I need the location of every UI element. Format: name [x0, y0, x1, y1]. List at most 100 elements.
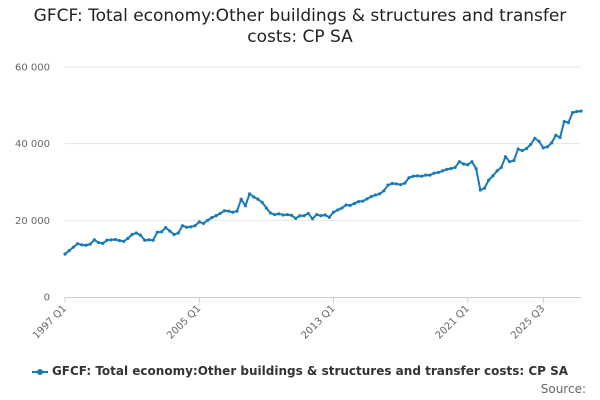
data-point[interactable]	[378, 192, 382, 196]
data-point[interactable]	[344, 203, 348, 207]
data-point[interactable]	[428, 173, 432, 177]
data-point[interactable]	[474, 166, 478, 171]
data-point[interactable]	[134, 231, 138, 235]
data-point[interactable]	[470, 160, 474, 164]
data-point[interactable]	[147, 238, 151, 242]
data-point[interactable]	[168, 229, 172, 233]
data-point[interactable]	[247, 192, 252, 196]
data-point[interactable]	[461, 162, 466, 166]
data-point[interactable]	[432, 171, 436, 175]
data-point[interactable]	[424, 173, 428, 177]
data-point[interactable]	[109, 238, 113, 242]
data-point[interactable]	[419, 174, 424, 178]
data-point[interactable]	[512, 158, 516, 163]
data-point[interactable]	[277, 212, 281, 216]
data-point[interactable]	[281, 213, 285, 217]
data-point[interactable]	[319, 214, 323, 218]
data-point[interactable]	[571, 111, 575, 115]
data-point[interactable]	[310, 217, 315, 221]
data-point[interactable]	[407, 176, 411, 180]
data-point[interactable]	[231, 210, 235, 214]
data-point[interactable]	[71, 245, 75, 249]
data-point[interactable]	[197, 220, 201, 224]
data-point[interactable]	[445, 167, 449, 171]
data-point[interactable]	[386, 183, 390, 187]
data-point[interactable]	[440, 169, 445, 173]
data-point[interactable]	[566, 120, 571, 125]
data-point[interactable]	[92, 238, 96, 242]
data-point[interactable]	[67, 249, 71, 253]
data-point[interactable]	[80, 243, 84, 247]
data-point[interactable]	[159, 230, 164, 234]
data-point[interactable]	[453, 165, 457, 170]
data-point[interactable]	[399, 183, 403, 187]
data-point[interactable]	[390, 181, 394, 186]
legend[interactable]: GFCF: Total economy:Other buildings & st…	[0, 364, 600, 378]
data-point[interactable]	[138, 233, 143, 237]
data-point[interactable]	[172, 232, 176, 237]
data-point[interactable]	[222, 209, 227, 213]
data-point[interactable]	[185, 225, 189, 229]
data-point[interactable]	[411, 174, 415, 178]
data-point[interactable]	[558, 135, 562, 140]
data-point[interactable]	[268, 211, 273, 215]
data-point[interactable]	[243, 204, 247, 208]
data-point[interactable]	[126, 236, 130, 240]
data-point[interactable]	[508, 160, 512, 164]
data-point[interactable]	[545, 145, 550, 149]
data-point[interactable]	[357, 199, 361, 204]
data-point[interactable]	[403, 181, 407, 185]
data-point[interactable]	[537, 139, 541, 143]
data-point[interactable]	[520, 148, 524, 153]
data-point[interactable]	[482, 186, 487, 190]
data-point[interactable]	[75, 242, 80, 246]
data-point[interactable]	[323, 213, 327, 217]
data-point[interactable]	[487, 178, 491, 182]
data-point[interactable]	[289, 213, 294, 217]
data-point[interactable]	[218, 211, 222, 216]
data-point[interactable]	[285, 212, 289, 217]
data-point[interactable]	[575, 109, 579, 114]
data-point[interactable]	[180, 224, 185, 228]
data-point[interactable]	[155, 230, 159, 234]
data-point[interactable]	[256, 197, 260, 201]
data-point[interactable]	[201, 221, 206, 225]
data-point[interactable]	[210, 216, 214, 220]
data-point[interactable]	[113, 237, 117, 242]
data-point[interactable]	[130, 232, 134, 237]
data-point[interactable]	[529, 142, 533, 147]
data-point[interactable]	[348, 203, 352, 207]
data-point[interactable]	[315, 212, 319, 217]
data-point[interactable]	[579, 109, 583, 113]
data-point[interactable]	[499, 165, 503, 170]
data-point[interactable]	[516, 147, 520, 151]
data-point[interactable]	[554, 133, 558, 137]
data-point[interactable]	[327, 215, 331, 219]
data-point[interactable]	[302, 214, 306, 218]
data-point[interactable]	[260, 200, 264, 204]
data-point[interactable]	[382, 189, 386, 193]
data-point[interactable]	[369, 194, 373, 199]
data-point[interactable]	[436, 170, 440, 175]
data-point[interactable]	[331, 210, 336, 214]
data-point[interactable]	[336, 208, 340, 212]
data-point[interactable]	[122, 239, 126, 244]
data-point[interactable]	[352, 201, 357, 206]
data-point[interactable]	[373, 193, 378, 197]
data-point[interactable]	[449, 166, 453, 171]
data-point[interactable]	[96, 240, 101, 245]
data-point[interactable]	[466, 163, 470, 167]
data-point[interactable]	[63, 252, 67, 256]
data-point[interactable]	[193, 224, 197, 228]
data-point[interactable]	[252, 195, 256, 199]
data-point[interactable]	[562, 119, 566, 124]
data-point[interactable]	[273, 212, 277, 217]
data-point[interactable]	[415, 174, 419, 178]
data-point[interactable]	[550, 141, 554, 145]
data-point[interactable]	[117, 239, 122, 243]
data-point[interactable]	[214, 214, 218, 218]
data-point[interactable]	[101, 241, 105, 245]
data-point[interactable]	[394, 182, 399, 186]
data-point[interactable]	[88, 242, 92, 246]
data-point[interactable]	[491, 174, 495, 178]
